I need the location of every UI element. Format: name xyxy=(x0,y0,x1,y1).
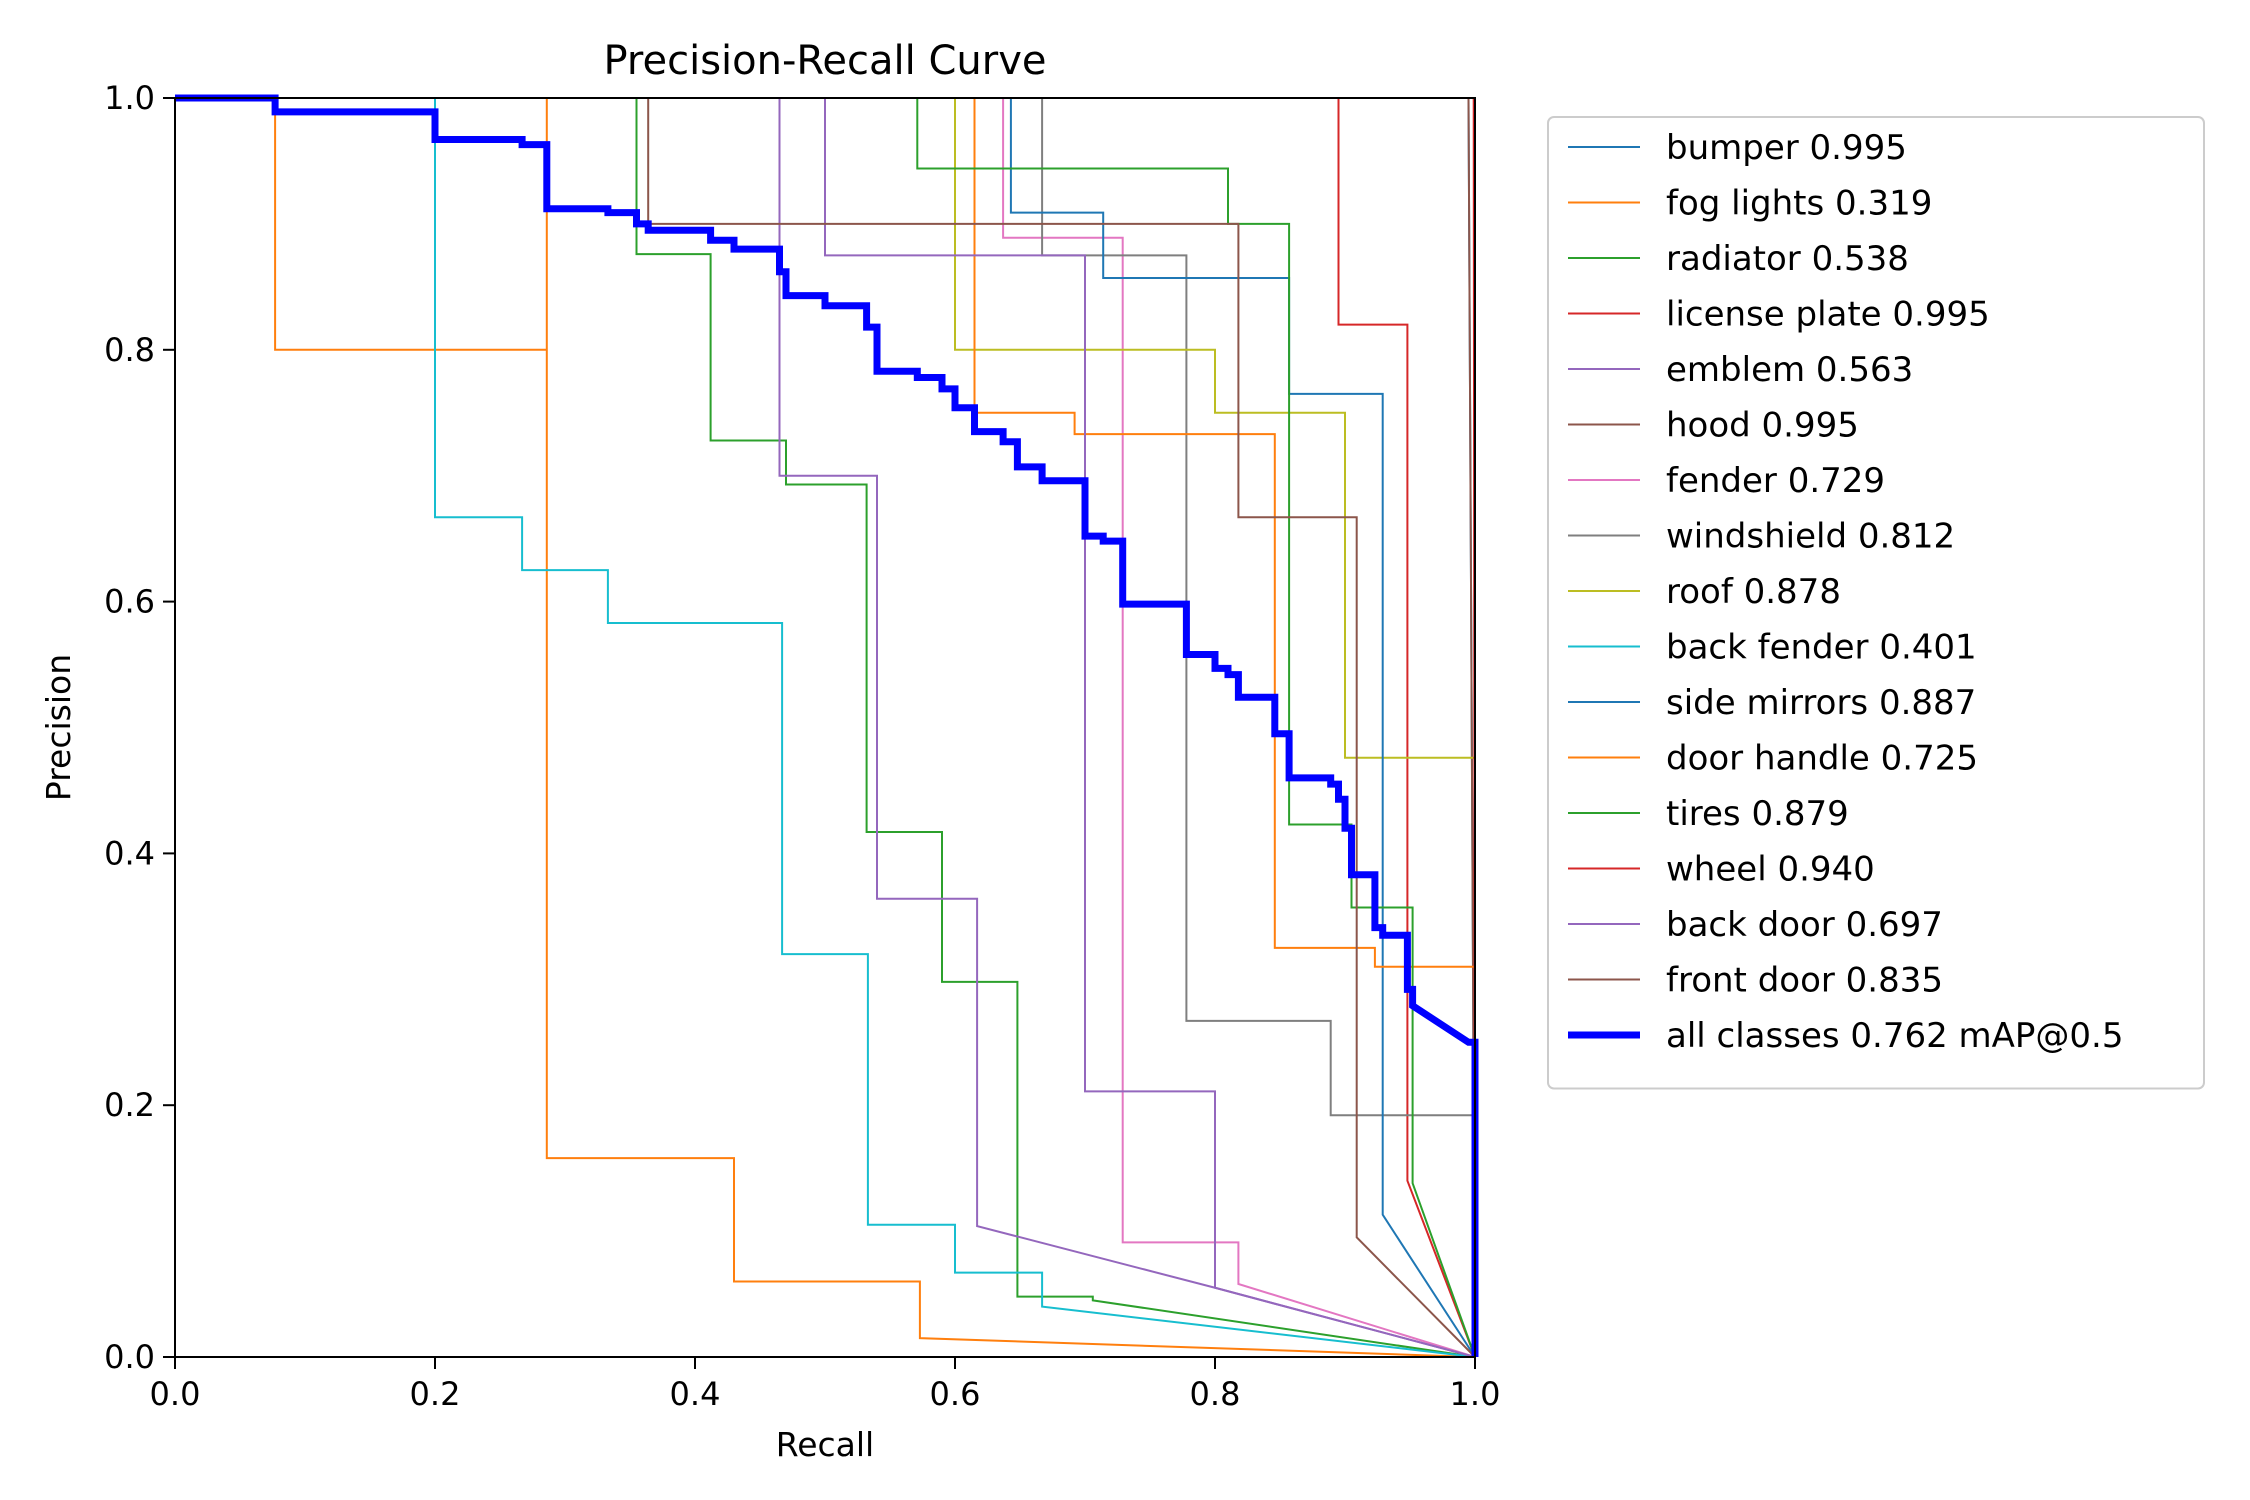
series-line xyxy=(175,97,1476,1358)
y-tick-label: 0.4 xyxy=(104,834,155,872)
legend-label: hood 0.995 xyxy=(1666,406,1859,446)
series-line xyxy=(175,97,1476,1358)
series-line xyxy=(175,97,1476,1358)
series-line xyxy=(175,94,1479,1357)
series-layer xyxy=(175,94,1479,1358)
plot-frame xyxy=(174,97,1476,1358)
x-tick-label: 0.6 xyxy=(930,1375,981,1413)
series-line xyxy=(175,97,1476,1358)
series-line xyxy=(175,97,1476,1357)
legend-label: roof 0.878 xyxy=(1666,572,1841,612)
y-axis: 0.0 0.2 0.4 0.6 0.8 1.0 xyxy=(104,79,175,1376)
legend-label: tires 0.879 xyxy=(1666,794,1849,834)
legend-label: front door 0.835 xyxy=(1666,961,1943,1001)
series-line xyxy=(175,97,1476,1358)
series-line xyxy=(175,97,1476,1358)
y-axis-label: Precision xyxy=(39,654,78,801)
y-tick-label: 0.6 xyxy=(104,583,155,621)
legend-label: emblem 0.563 xyxy=(1666,350,1913,390)
legend-label: fender 0.729 xyxy=(1666,461,1885,501)
series-line xyxy=(175,97,1476,1357)
series-line xyxy=(175,97,1476,1358)
x-axis-label: Recall xyxy=(776,1425,874,1464)
legend-label: bumper 0.995 xyxy=(1666,128,1907,168)
legend-label: wheel 0.940 xyxy=(1666,850,1875,890)
series-line xyxy=(175,97,1476,1358)
x-tick-label: 0.8 xyxy=(1190,1375,1241,1413)
series-line xyxy=(175,97,1476,1358)
legend-box xyxy=(1547,116,2205,1090)
legend-label: side mirrors 0.887 xyxy=(1666,683,1976,723)
chart-title: Precision-Recall Curve xyxy=(604,38,1047,84)
x-tick-label: 0.4 xyxy=(670,1375,721,1413)
series-line xyxy=(175,97,1476,1358)
y-tick-label: 1.0 xyxy=(104,79,155,117)
legend-label: license plate 0.995 xyxy=(1666,295,1990,335)
series-line xyxy=(175,97,1476,1357)
x-tick-label: 0.0 xyxy=(150,1375,201,1413)
legend-label: fog lights 0.319 xyxy=(1666,184,1932,224)
x-tick-label: 0.2 xyxy=(410,1375,461,1413)
series-line xyxy=(175,97,1476,1358)
y-tick-label: 0.0 xyxy=(104,1338,155,1376)
legend-label: radiator 0.538 xyxy=(1666,239,1909,279)
y-tick-label: 0.8 xyxy=(104,331,155,369)
x-axis: 0.0 0.2 0.4 0.6 0.8 1.0 xyxy=(150,1357,1501,1413)
legend: bumper 0.995 fog lights 0.319 radiator 0.5… xyxy=(1547,116,2205,1090)
legend-label: windshield 0.812 xyxy=(1666,517,1955,557)
legend-label: door handle 0.725 xyxy=(1666,739,1978,779)
series-line xyxy=(175,97,1476,1358)
series-line xyxy=(175,97,1476,1358)
legend-label: back fender 0.401 xyxy=(1666,628,1977,668)
x-tick-label: 1.0 xyxy=(1450,1375,1501,1413)
y-tick-label: 0.2 xyxy=(104,1086,155,1124)
legend-label: all classes 0.762 mAP@0.5 xyxy=(1666,1016,2123,1056)
legend-label: back door 0.697 xyxy=(1666,905,1943,945)
